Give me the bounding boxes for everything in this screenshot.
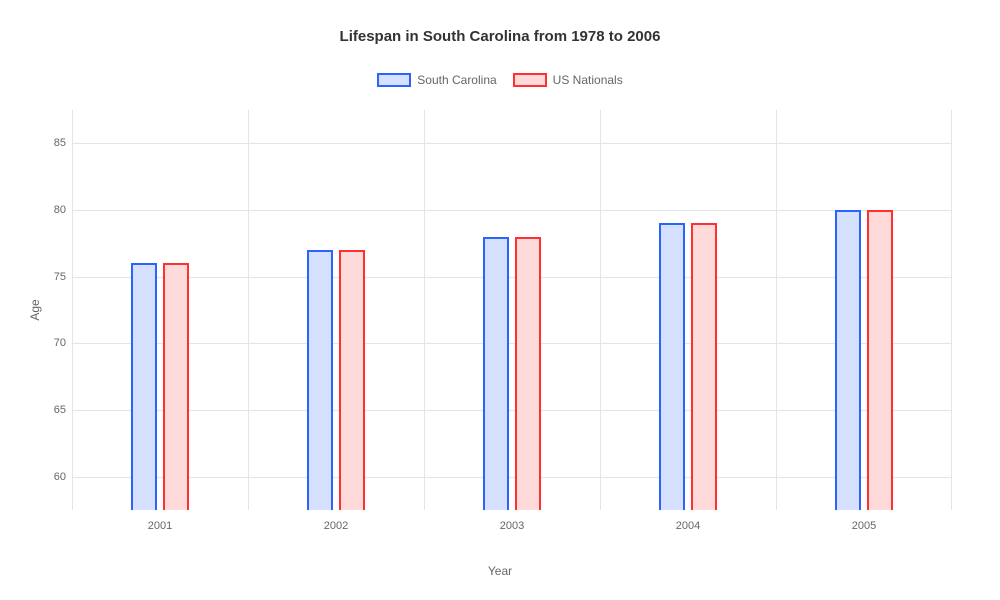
bar [835, 210, 861, 510]
bar [659, 223, 685, 510]
bar [163, 263, 189, 510]
x-tick: 2004 [676, 520, 700, 532]
bar [691, 223, 717, 510]
bar [483, 237, 509, 510]
gridline-h [72, 410, 952, 411]
legend-swatch-1 [513, 73, 547, 87]
legend-swatch-0 [377, 73, 411, 87]
y-tick: 85 [40, 137, 66, 149]
chart-container: Lifespan in South Carolina from 1978 to … [0, 0, 1000, 600]
legend-label-0: South Carolina [417, 73, 496, 87]
x-tick: 2003 [500, 520, 524, 532]
y-tick: 60 [40, 471, 66, 483]
x-tick: 2005 [852, 520, 876, 532]
bar [339, 250, 365, 510]
gridline-h [72, 343, 952, 344]
gridline-v [600, 110, 601, 510]
y-axis-label: Age [28, 299, 42, 320]
bar [131, 263, 157, 510]
y-tick: 75 [40, 271, 66, 283]
legend-label-1: US Nationals [553, 73, 623, 87]
gridline-h [72, 477, 952, 478]
legend-item-1: US Nationals [513, 73, 623, 87]
bar [515, 237, 541, 510]
gridline-v [951, 110, 952, 510]
bar [307, 250, 333, 510]
chart-title: Lifespan in South Carolina from 1978 to … [0, 0, 1000, 45]
y-tick: 70 [40, 337, 66, 349]
y-tick: 80 [40, 204, 66, 216]
gridline-h [72, 143, 952, 144]
gridline-v [248, 110, 249, 510]
x-axis-label: Year [488, 564, 512, 578]
gridline-h [72, 277, 952, 278]
gridline-v [72, 110, 73, 510]
gridline-h [72, 210, 952, 211]
x-tick: 2001 [148, 520, 172, 532]
gridline-v [776, 110, 777, 510]
bar [867, 210, 893, 510]
gridline-v [424, 110, 425, 510]
legend: South Carolina US Nationals [0, 73, 1000, 87]
plot-area: 60657075808520012002200320042005 [72, 110, 952, 510]
legend-item-0: South Carolina [377, 73, 496, 87]
y-tick: 65 [40, 404, 66, 416]
x-tick: 2002 [324, 520, 348, 532]
